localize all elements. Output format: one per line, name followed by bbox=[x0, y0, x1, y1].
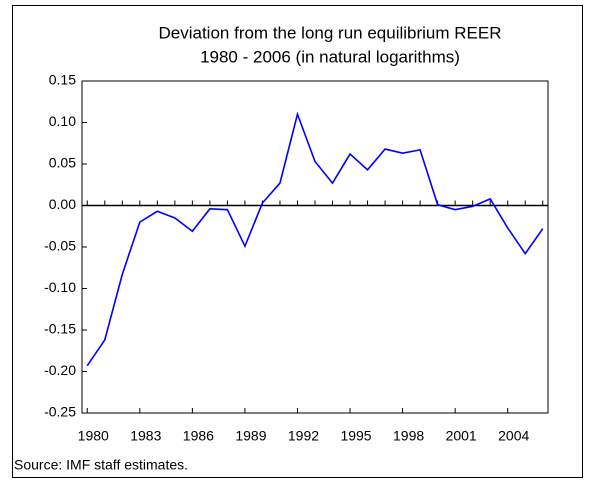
y-tick-label: 0.10 bbox=[49, 113, 76, 129]
y-tick-label: 0.05 bbox=[49, 155, 76, 171]
chart-subtitle: 1980 - 2006 (in natural logarithms) bbox=[200, 47, 460, 66]
x-tick-label: 1995 bbox=[340, 428, 371, 444]
y-tick-label: 0.00 bbox=[49, 196, 76, 212]
y-tick-label: -0.10 bbox=[44, 279, 76, 295]
y-tick-label: -0.15 bbox=[44, 321, 76, 337]
x-tick-label: 2001 bbox=[446, 428, 477, 444]
x-tick-label: 1986 bbox=[183, 428, 214, 444]
x-tick-label: 1989 bbox=[235, 428, 266, 444]
y-tick-label: -0.25 bbox=[44, 404, 76, 420]
x-tick-label: 1983 bbox=[130, 428, 161, 444]
data-line bbox=[86, 111, 544, 367]
y-tick-label: 0.15 bbox=[49, 72, 76, 88]
x-tick-label: 1998 bbox=[393, 428, 424, 444]
chart-title: Deviation from the long run equilibrium … bbox=[159, 23, 502, 42]
x-tick-label: 1992 bbox=[288, 428, 319, 444]
chart-border bbox=[12, 5, 583, 478]
source-note: Source: IMF staff estimates. bbox=[14, 457, 188, 473]
y-tick-label: -0.05 bbox=[44, 238, 76, 254]
x-tick-label: 2004 bbox=[498, 428, 529, 444]
y-tick-label: -0.20 bbox=[44, 362, 76, 378]
x-tick-label: 1980 bbox=[78, 428, 109, 444]
